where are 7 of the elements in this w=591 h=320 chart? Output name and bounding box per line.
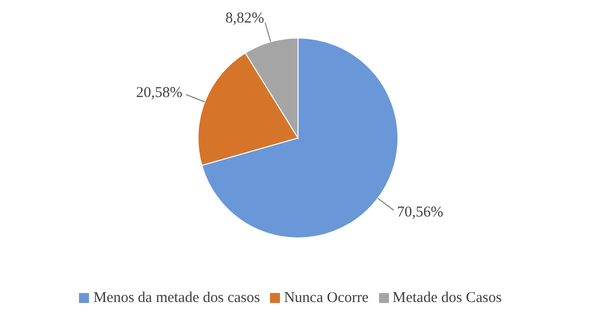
- data-label: 70,56%: [396, 204, 444, 221]
- legend-label: Metade dos Casos: [392, 290, 502, 306]
- data-label: 20,58%: [136, 85, 182, 102]
- data-label: 8,82%: [225, 10, 264, 27]
- legend-label: Nunca Ocorre: [284, 290, 369, 306]
- pie-slice: [201, 38, 398, 238]
- legend-label: Menos da metade dos casos: [93, 290, 260, 306]
